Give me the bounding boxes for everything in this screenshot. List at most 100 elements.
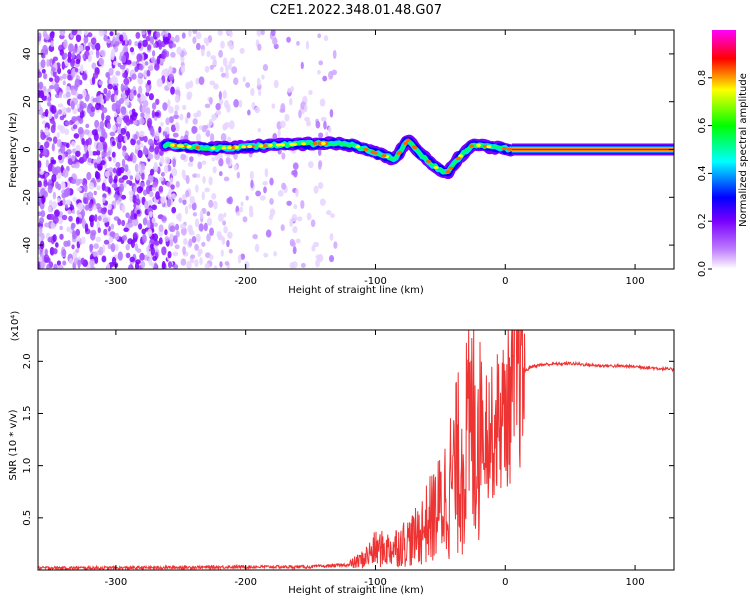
tone-track-peak — [312, 141, 318, 146]
spectrogram-noise-blob — [83, 145, 88, 153]
tone-track-peak — [355, 144, 361, 149]
spectrogram-noise-blob — [102, 217, 109, 223]
spectrogram-noise-blob — [128, 118, 134, 125]
spectrogram-noise-blob — [66, 226, 71, 233]
spectrogram-noise-blob — [79, 101, 85, 111]
spectrogram-noise-blob — [273, 251, 277, 257]
spectrogram-noise-blob — [162, 102, 168, 111]
spectrogram-noise-blob — [82, 54, 86, 59]
snr-y-axis-label: SNR (10 * v/v) — [8, 409, 19, 480]
spectrogram-noise-blob — [66, 107, 72, 113]
tone-track-peak — [486, 145, 492, 149]
spectrogram-noise-blob — [226, 103, 231, 113]
spectrogram-noise-blob — [71, 209, 76, 214]
spectrogram-noise-blob — [308, 89, 313, 96]
spectrogram-noise-blob — [133, 134, 138, 141]
spectrogram-noise-blob — [136, 248, 142, 253]
spectrogram-noise-blob — [125, 252, 131, 259]
spectrogram-noise-blob — [92, 97, 98, 103]
spectrogram-noise-blob — [75, 120, 80, 126]
spectrogram-noise-blob — [161, 260, 166, 269]
spectrogram-noise-blob — [198, 76, 205, 86]
spectrogram-noise-blob — [48, 77, 54, 82]
spectrogram-noise-blob — [307, 161, 314, 169]
spectrogram-noise-blob — [286, 36, 291, 43]
spectrogram-noise-blob — [273, 79, 279, 89]
spectrogram-noise-blob — [137, 149, 143, 159]
spectrogram-noise-blob — [93, 243, 99, 250]
spectrogram-noise-blob — [160, 121, 164, 127]
spectrogram-noise-blob — [135, 198, 141, 206]
tone-track-peak — [468, 144, 474, 148]
spectrogram-noise-blob — [80, 236, 86, 245]
spectrogram-noise-blob — [107, 243, 112, 250]
spectrogram-y-tick-label: 0 — [22, 146, 33, 152]
tone-track-peak — [445, 170, 451, 174]
spectrogram-noise-blob — [169, 177, 174, 186]
spectrogram-noise-blob — [80, 209, 86, 218]
spectrogram-noise-blob — [209, 80, 216, 86]
spectrogram-noise-blob — [75, 33, 82, 43]
spectrogram-noise-blob — [46, 58, 50, 67]
spectrogram-noise-blob — [223, 212, 227, 218]
spectrogram-noise-blob — [62, 260, 67, 266]
spectrogram-noise-blob — [53, 263, 58, 269]
spectrogram-noise-blob — [52, 234, 57, 243]
spectrogram-noise-blob — [44, 141, 50, 149]
snr-multiplier-label: (x10⁴) — [10, 311, 21, 342]
spectrogram-noise-blob — [71, 68, 76, 78]
spectrogram-noise-blob — [94, 256, 99, 264]
colorbar-label: Normalized spectral amplitude — [738, 73, 749, 227]
spectrogram-noise-blob — [50, 159, 55, 165]
spectrogram-noise-blob — [271, 103, 276, 109]
spectrogram-noise-blob — [74, 67, 79, 73]
spectrogram-noise-blob — [323, 35, 329, 42]
spectrogram-noise-blob — [213, 83, 219, 90]
spectrogram-noise-blob — [206, 211, 211, 217]
spectrogram-noise-blob — [155, 31, 161, 38]
spectrogram-noise-blob — [72, 251, 78, 259]
spectrogram-noise-blob — [204, 65, 210, 73]
spectrogram-noise-blob — [77, 46, 81, 53]
spectrogram-noise-blob — [132, 194, 137, 204]
spectrogram-noise-blob — [130, 239, 135, 249]
spectrogram-noise-blob — [71, 30, 78, 35]
spectrogram-noise-blob — [54, 82, 60, 92]
spectrogram-noise-blob — [64, 204, 69, 209]
spectrogram-noise-blob — [238, 99, 243, 108]
spectrogram-noise-blob — [89, 50, 94, 56]
tone-track-peak — [501, 146, 507, 151]
spectrogram-noise-blob — [97, 215, 102, 222]
spectrogram-noise-blob — [183, 237, 188, 246]
spectrogram-noise-blob — [145, 246, 150, 253]
spectrogram-noise-blob — [81, 137, 85, 146]
spectrogram-noise-blob — [118, 98, 125, 104]
spectrogram-noise-blob — [323, 120, 327, 130]
spectrogram-noise-blob — [50, 124, 56, 134]
spectrogram-noise-blob — [70, 100, 75, 110]
spectrogram-noise-blob — [97, 227, 101, 234]
spectrogram-noise-blob — [129, 92, 135, 101]
spectrogram-noise-blob — [87, 157, 92, 163]
spectrogram-noise-blob — [173, 235, 178, 244]
spectrogram-noise-blob — [172, 251, 179, 257]
spectrogram-noise-blob — [174, 89, 181, 96]
spectrogram-noise-blob — [151, 50, 156, 57]
spectrogram-noise-blob — [328, 126, 332, 133]
snr-y-tick-label: 0.5 — [22, 510, 33, 526]
spectrogram-noise-blob — [123, 77, 130, 86]
spectrogram-noise-blob — [211, 113, 217, 121]
spectrogram-noise-blob — [61, 249, 67, 257]
spectrogram-noise-blob — [91, 62, 97, 70]
spectrogram-noise-blob — [147, 30, 152, 35]
spectrogram-noise-blob — [112, 124, 117, 132]
colorbar-tick-label: 0.4 — [697, 165, 708, 181]
spectrogram-noise-blob — [167, 99, 171, 108]
spectrogram-noise-blob — [311, 244, 316, 252]
spectrogram-noise-blob — [108, 167, 114, 173]
tone-track-peak — [381, 154, 387, 158]
spectrogram-noise-blob — [158, 42, 163, 50]
spectrogram-noise-blob — [44, 249, 48, 256]
spectrogram-noise-blob — [262, 63, 269, 72]
spectrogram-noise-blob — [229, 30, 233, 38]
